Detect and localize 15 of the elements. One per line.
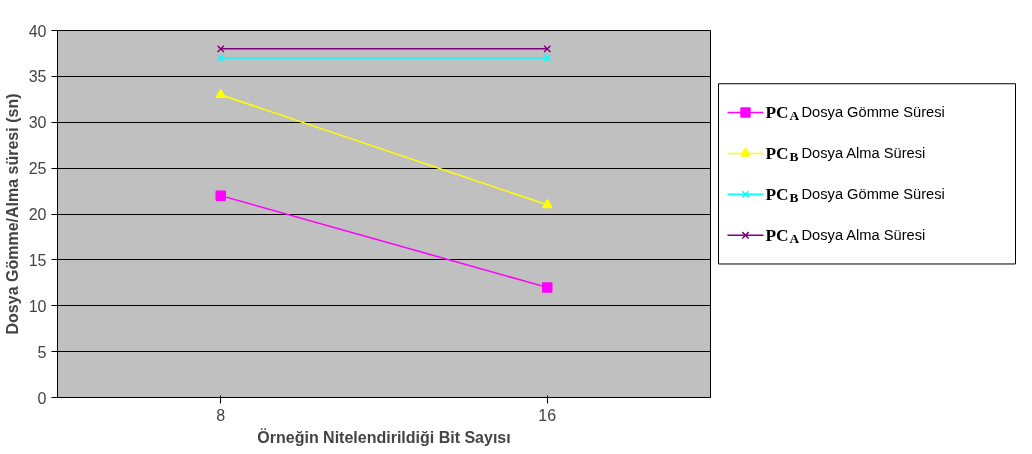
y-tick-label: 10 xyxy=(28,297,47,315)
y-tick-label: 15 xyxy=(28,251,47,269)
y-axis-title: Dosya Gömme/Alma süresi (sn) xyxy=(3,93,21,335)
point xyxy=(215,190,226,201)
y-tick-label: 0 xyxy=(37,389,47,407)
y-tick-label: 5 xyxy=(37,343,47,361)
x-tick-label: 8 xyxy=(216,406,226,424)
point xyxy=(542,282,553,293)
x-tick-label: 16 xyxy=(538,406,557,424)
y-tick-label: 25 xyxy=(28,160,47,178)
y-tick-label: 20 xyxy=(28,206,47,223)
y-tick-label: 35 xyxy=(28,68,47,86)
x-axis-title: Örneğin Nitelendirildiği Bit Sayısı xyxy=(257,427,511,446)
y-tick-label: 40 xyxy=(28,22,47,40)
y-tick-label: 30 xyxy=(28,114,47,132)
